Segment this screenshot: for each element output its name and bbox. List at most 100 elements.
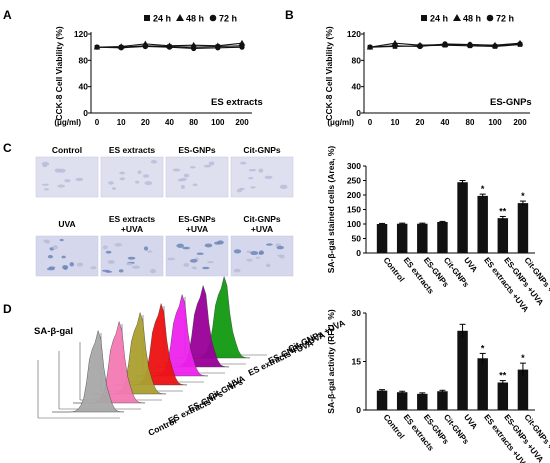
panel-c-bar	[417, 223, 428, 253]
micrograph-cell	[43, 239, 48, 243]
micrograph-cell	[202, 266, 210, 270]
micrograph-cell	[258, 252, 264, 255]
panel-a-x-tick-label: 40	[165, 118, 174, 127]
panel-b-legend-marker	[421, 15, 427, 21]
micrograph-cell	[189, 259, 198, 263]
micrograph-cell	[176, 243, 185, 248]
panel-a-legend-label: 72 h	[219, 14, 237, 24]
micrograph-label: ES-GNPs	[178, 214, 216, 224]
micrograph-cell	[44, 188, 50, 191]
micrograph-label: +UVA	[186, 224, 208, 234]
panel-a-series-point	[239, 44, 245, 50]
micrograph-label: ES-GNPs	[178, 145, 216, 155]
micrograph-cell	[189, 166, 196, 169]
micrograph-cell	[279, 255, 285, 259]
micrograph-cell	[167, 257, 176, 261]
micrograph-cell	[248, 176, 254, 180]
panel-c-bar	[457, 182, 468, 253]
micrograph-cell	[42, 183, 49, 186]
micrograph-image	[100, 156, 164, 198]
panel-b-x-tick-label: 40	[441, 118, 450, 127]
panel-a-legend-marker	[144, 15, 150, 21]
micrograph-cell	[127, 256, 136, 260]
panel-b-x-tick-label: 10	[391, 118, 400, 127]
panel-b-series-point	[517, 41, 523, 47]
micrograph-cell	[279, 184, 288, 189]
micrograph-cell	[135, 180, 140, 184]
micrograph-cell	[142, 174, 150, 178]
micrograph-cell	[101, 269, 110, 272]
panel-b-y-axis-title: CCK-8 Cell Viability (%)	[324, 26, 334, 120]
micrograph-cell	[250, 251, 259, 256]
panel-d-y-tick-label: 30	[352, 308, 362, 318]
panel-d-significance-mark: *	[481, 343, 485, 353]
micrograph-cell	[147, 250, 153, 253]
panel-c-y-tick-label: 300	[347, 161, 361, 171]
panel-b-x-unit-label: (μg/ml)	[327, 118, 354, 127]
panel-c-y-tick-label: 200	[347, 190, 361, 200]
panel-a-series-point	[142, 43, 148, 50]
panel-a-series-point	[215, 45, 221, 51]
panel-b-x-tick-label: 200	[513, 118, 527, 127]
micrograph-label: ES extracts	[109, 214, 156, 224]
panel-a-x-tick-label: 20	[141, 118, 150, 127]
panel-d-bar	[376, 390, 388, 410]
micrograph-grid: Control ES extracts ES-GNPs Cit-GNPs UVA ES e…	[35, 145, 294, 277]
panel-b-legend-label: 48 h	[463, 14, 481, 24]
micrograph-cell	[214, 241, 222, 245]
panel-a-legend-label: 24 h	[153, 14, 171, 24]
micrograph-cell	[41, 161, 50, 166]
panel-d-y-tick-label: 0	[356, 405, 361, 415]
micrograph-cell	[137, 170, 142, 174]
panel-d-bar	[396, 392, 408, 410]
micrograph-cell	[47, 254, 53, 259]
micrograph-cell	[207, 260, 214, 264]
micrograph-cell	[119, 177, 126, 181]
flow-treatment-label: Cit-GNPs +UVA	[286, 318, 346, 354]
panel-d-bar	[437, 391, 448, 410]
panel-c-significance-mark: *	[481, 184, 485, 194]
micrograph-cell	[276, 245, 284, 250]
panel-d-bar	[517, 369, 529, 410]
micrograph-cell	[61, 255, 66, 259]
micrograph-cell	[90, 266, 97, 270]
panel-a-y-tick-label: 0	[83, 108, 88, 118]
micrograph-cell	[105, 250, 112, 254]
micrograph-label: ES extracts	[109, 145, 156, 155]
micrograph-cell	[248, 169, 257, 172]
micrograph-cell	[264, 175, 273, 179]
panel-b-legend-label: 72 h	[496, 14, 514, 24]
micrograph-cell	[119, 171, 126, 175]
panel-a-x-unit-label: (μg/ml)	[54, 118, 81, 127]
panel-b-legend-marker	[486, 14, 494, 22]
panel-c-y-tick-label: 150	[347, 205, 361, 215]
panel-b-y-tick-label: 40	[352, 82, 362, 92]
micrograph-label: Cit-GNPs	[243, 145, 281, 155]
panel-b-series-point	[492, 43, 498, 49]
micrograph-cell	[125, 262, 133, 266]
panel-c-x-tick-label: UVA	[462, 256, 479, 275]
panel-c-y-tick-label: 100	[347, 219, 361, 229]
panel-c-bar	[497, 218, 509, 253]
panel-d-significance-mark: *	[521, 353, 525, 363]
micrograph-cell	[48, 266, 56, 269]
flow-label: SA-β-gal	[34, 326, 73, 337]
micrograph-cell	[182, 246, 191, 250]
panel-letter-b: B	[285, 8, 294, 22]
panel-a-series-point	[191, 45, 197, 52]
micrograph-cell	[203, 164, 212, 168]
micrograph-cell	[239, 187, 245, 191]
micrograph-cell	[102, 245, 108, 250]
micrograph-cell	[240, 161, 247, 165]
micrograph-cell	[250, 186, 256, 189]
panel-a-legend-marker	[176, 14, 184, 21]
panel-c-bar	[396, 223, 408, 253]
panel-a-series-point	[166, 44, 173, 50]
panel-a-y-tick-label: 80	[79, 55, 89, 65]
micrograph-cell	[183, 262, 190, 267]
panel-d-x-tick-label: UVA	[462, 413, 479, 432]
panel-d-significance-mark: **	[499, 371, 507, 381]
panel-b-legend-marker	[453, 14, 461, 21]
